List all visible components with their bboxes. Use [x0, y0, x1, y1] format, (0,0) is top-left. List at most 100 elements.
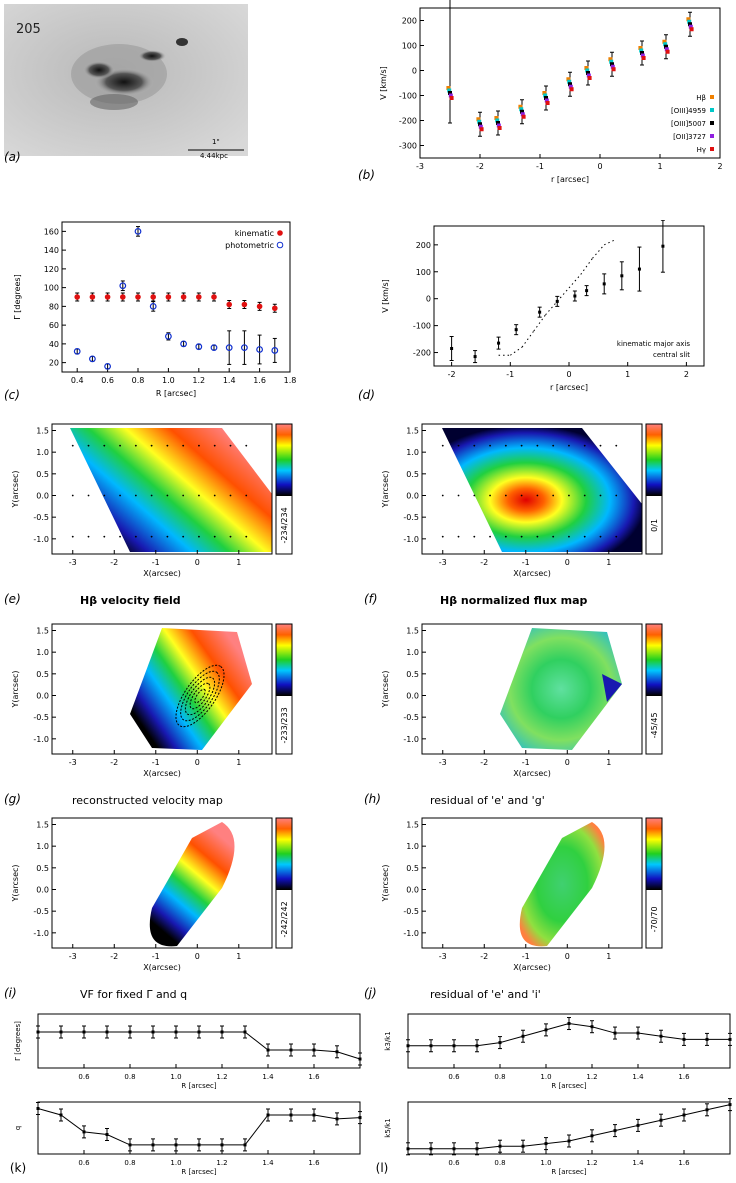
data-point — [289, 1113, 293, 1117]
x-axis-label: X(arcsec) — [143, 769, 181, 778]
x-tick-label: -1 — [522, 952, 530, 961]
y-tick-label: 140 — [44, 246, 59, 255]
photometric-point — [88, 355, 96, 363]
data-point — [518, 104, 523, 109]
panel-f-caption: Hβ normalized flux map — [440, 594, 588, 607]
data-point — [128, 1143, 132, 1147]
central-slit-point — [514, 328, 518, 332]
kinematic-point — [104, 294, 111, 300]
colorbar-range: -234/234 — [280, 507, 289, 543]
data-point — [105, 1030, 109, 1034]
y-tick-label: 100 — [416, 268, 431, 277]
central-slit-point — [573, 294, 577, 298]
residual-feature — [602, 674, 622, 702]
data-point — [358, 1057, 362, 1061]
kinematic-point — [74, 294, 80, 300]
kinematic-major-axis-line — [521, 330, 535, 348]
data-point — [496, 123, 501, 128]
data-point — [478, 124, 483, 129]
data-point — [266, 1113, 270, 1117]
kinematic-point — [165, 294, 172, 300]
x-tick-label: 1 — [236, 952, 241, 961]
y-tick-label: -0.5 — [33, 513, 49, 522]
kinematic-major-axis-line — [604, 239, 617, 246]
data-point — [520, 109, 524, 114]
map-h: -3 -2 -1 0 1 1.5 1.0 0.5 0.0 -0.5 -1.0 Y(arcsec) X(a… — [381, 623, 663, 778]
data-point — [174, 1143, 178, 1147]
fiber-position — [489, 494, 491, 497]
y-tick-label: 60 — [49, 321, 59, 330]
legend-marker — [710, 147, 714, 151]
plot-frame — [421, 623, 643, 755]
data-point — [664, 47, 669, 52]
x-tick-label: -3 — [439, 758, 447, 767]
data-point — [312, 1113, 316, 1117]
x-tick-label: 1.2 — [586, 1073, 597, 1081]
fiber-position — [182, 444, 185, 447]
y-axis-label: k3/k1 — [384, 1031, 392, 1050]
data-point — [636, 1123, 640, 1127]
x-tick-label: 0.6 — [448, 1159, 460, 1167]
data-point — [82, 1130, 86, 1134]
fiber-position — [103, 494, 106, 497]
data-point — [705, 1037, 709, 1041]
data-point — [567, 1139, 571, 1143]
x-tick-label: -1 — [522, 558, 530, 567]
y-tick-label: -300 — [399, 142, 417, 151]
fiber-position — [198, 535, 200, 538]
x-tick-label: 0 — [565, 952, 570, 961]
legend-marker — [710, 95, 714, 99]
y-tick-label: 1.5 — [36, 427, 49, 436]
legend-label: central slit — [653, 351, 690, 359]
y-tick-label: -0.5 — [33, 713, 49, 722]
x-tick-label: -2 — [480, 758, 488, 767]
panel-a: 205 1" 4.44kpc — [4, 4, 248, 160]
data-point — [610, 64, 615, 69]
colorbar-range: -45/45 — [650, 712, 659, 738]
x-tick-label: -1 — [152, 758, 160, 767]
x-tick-label: 2 — [684, 370, 689, 379]
panel-h: -3 -2 -1 0 1 1.5 1.0 0.5 0.0 -0.5 -1.0 Y(arcsec) X(a… — [370, 618, 670, 788]
legend-label: [OIII]5007 — [671, 120, 706, 128]
y-tick-label: 1.5 — [406, 821, 419, 830]
x-tick-label: 1 — [625, 370, 630, 379]
x-tick-label: 1.0 — [540, 1073, 551, 1081]
data-point — [584, 66, 589, 70]
y-tick-label: 100 — [44, 284, 59, 293]
kinematic-point — [272, 305, 278, 312]
panel-b-label: (b) — [358, 168, 375, 182]
central-slit-point — [497, 341, 501, 345]
y-tick-label: 20 — [49, 359, 59, 368]
panel-i-label: (i) — [4, 986, 17, 1000]
x-tick-label: 1.0 — [170, 1159, 181, 1167]
y-axis-label: Y(arcsec) — [381, 670, 390, 708]
data-point — [587, 76, 592, 80]
kinematic-major-axis-line — [510, 346, 523, 356]
photometric-point — [119, 282, 127, 290]
panel-k-label: (k) — [10, 1161, 26, 1175]
data-point — [151, 1030, 155, 1034]
x-tick-label: 2 — [717, 162, 722, 171]
colorbar-range: 0/1 — [650, 519, 659, 532]
x-tick-label: 0.8 — [124, 1073, 135, 1081]
data-point — [543, 93, 548, 98]
x-tick-label: -2 — [110, 952, 118, 961]
data-point — [449, 96, 454, 100]
x-tick-label: 0 — [565, 758, 570, 767]
data-point — [220, 1143, 224, 1147]
data-point — [521, 1034, 525, 1038]
data-point — [174, 1030, 178, 1034]
data-point — [613, 1129, 617, 1133]
data-point — [475, 1044, 479, 1048]
data-point — [664, 44, 668, 49]
fiber-position — [198, 444, 200, 447]
y-tick-label: 160 — [44, 227, 59, 236]
data-point — [689, 27, 694, 32]
central-slit-point — [602, 282, 606, 286]
data-point — [452, 1147, 456, 1151]
data-point — [688, 22, 692, 27]
photometric-point — [149, 302, 157, 310]
fiber-position — [213, 535, 216, 538]
y-tick-label: 0.5 — [406, 864, 419, 873]
y-tick-label: 1.5 — [36, 821, 49, 830]
